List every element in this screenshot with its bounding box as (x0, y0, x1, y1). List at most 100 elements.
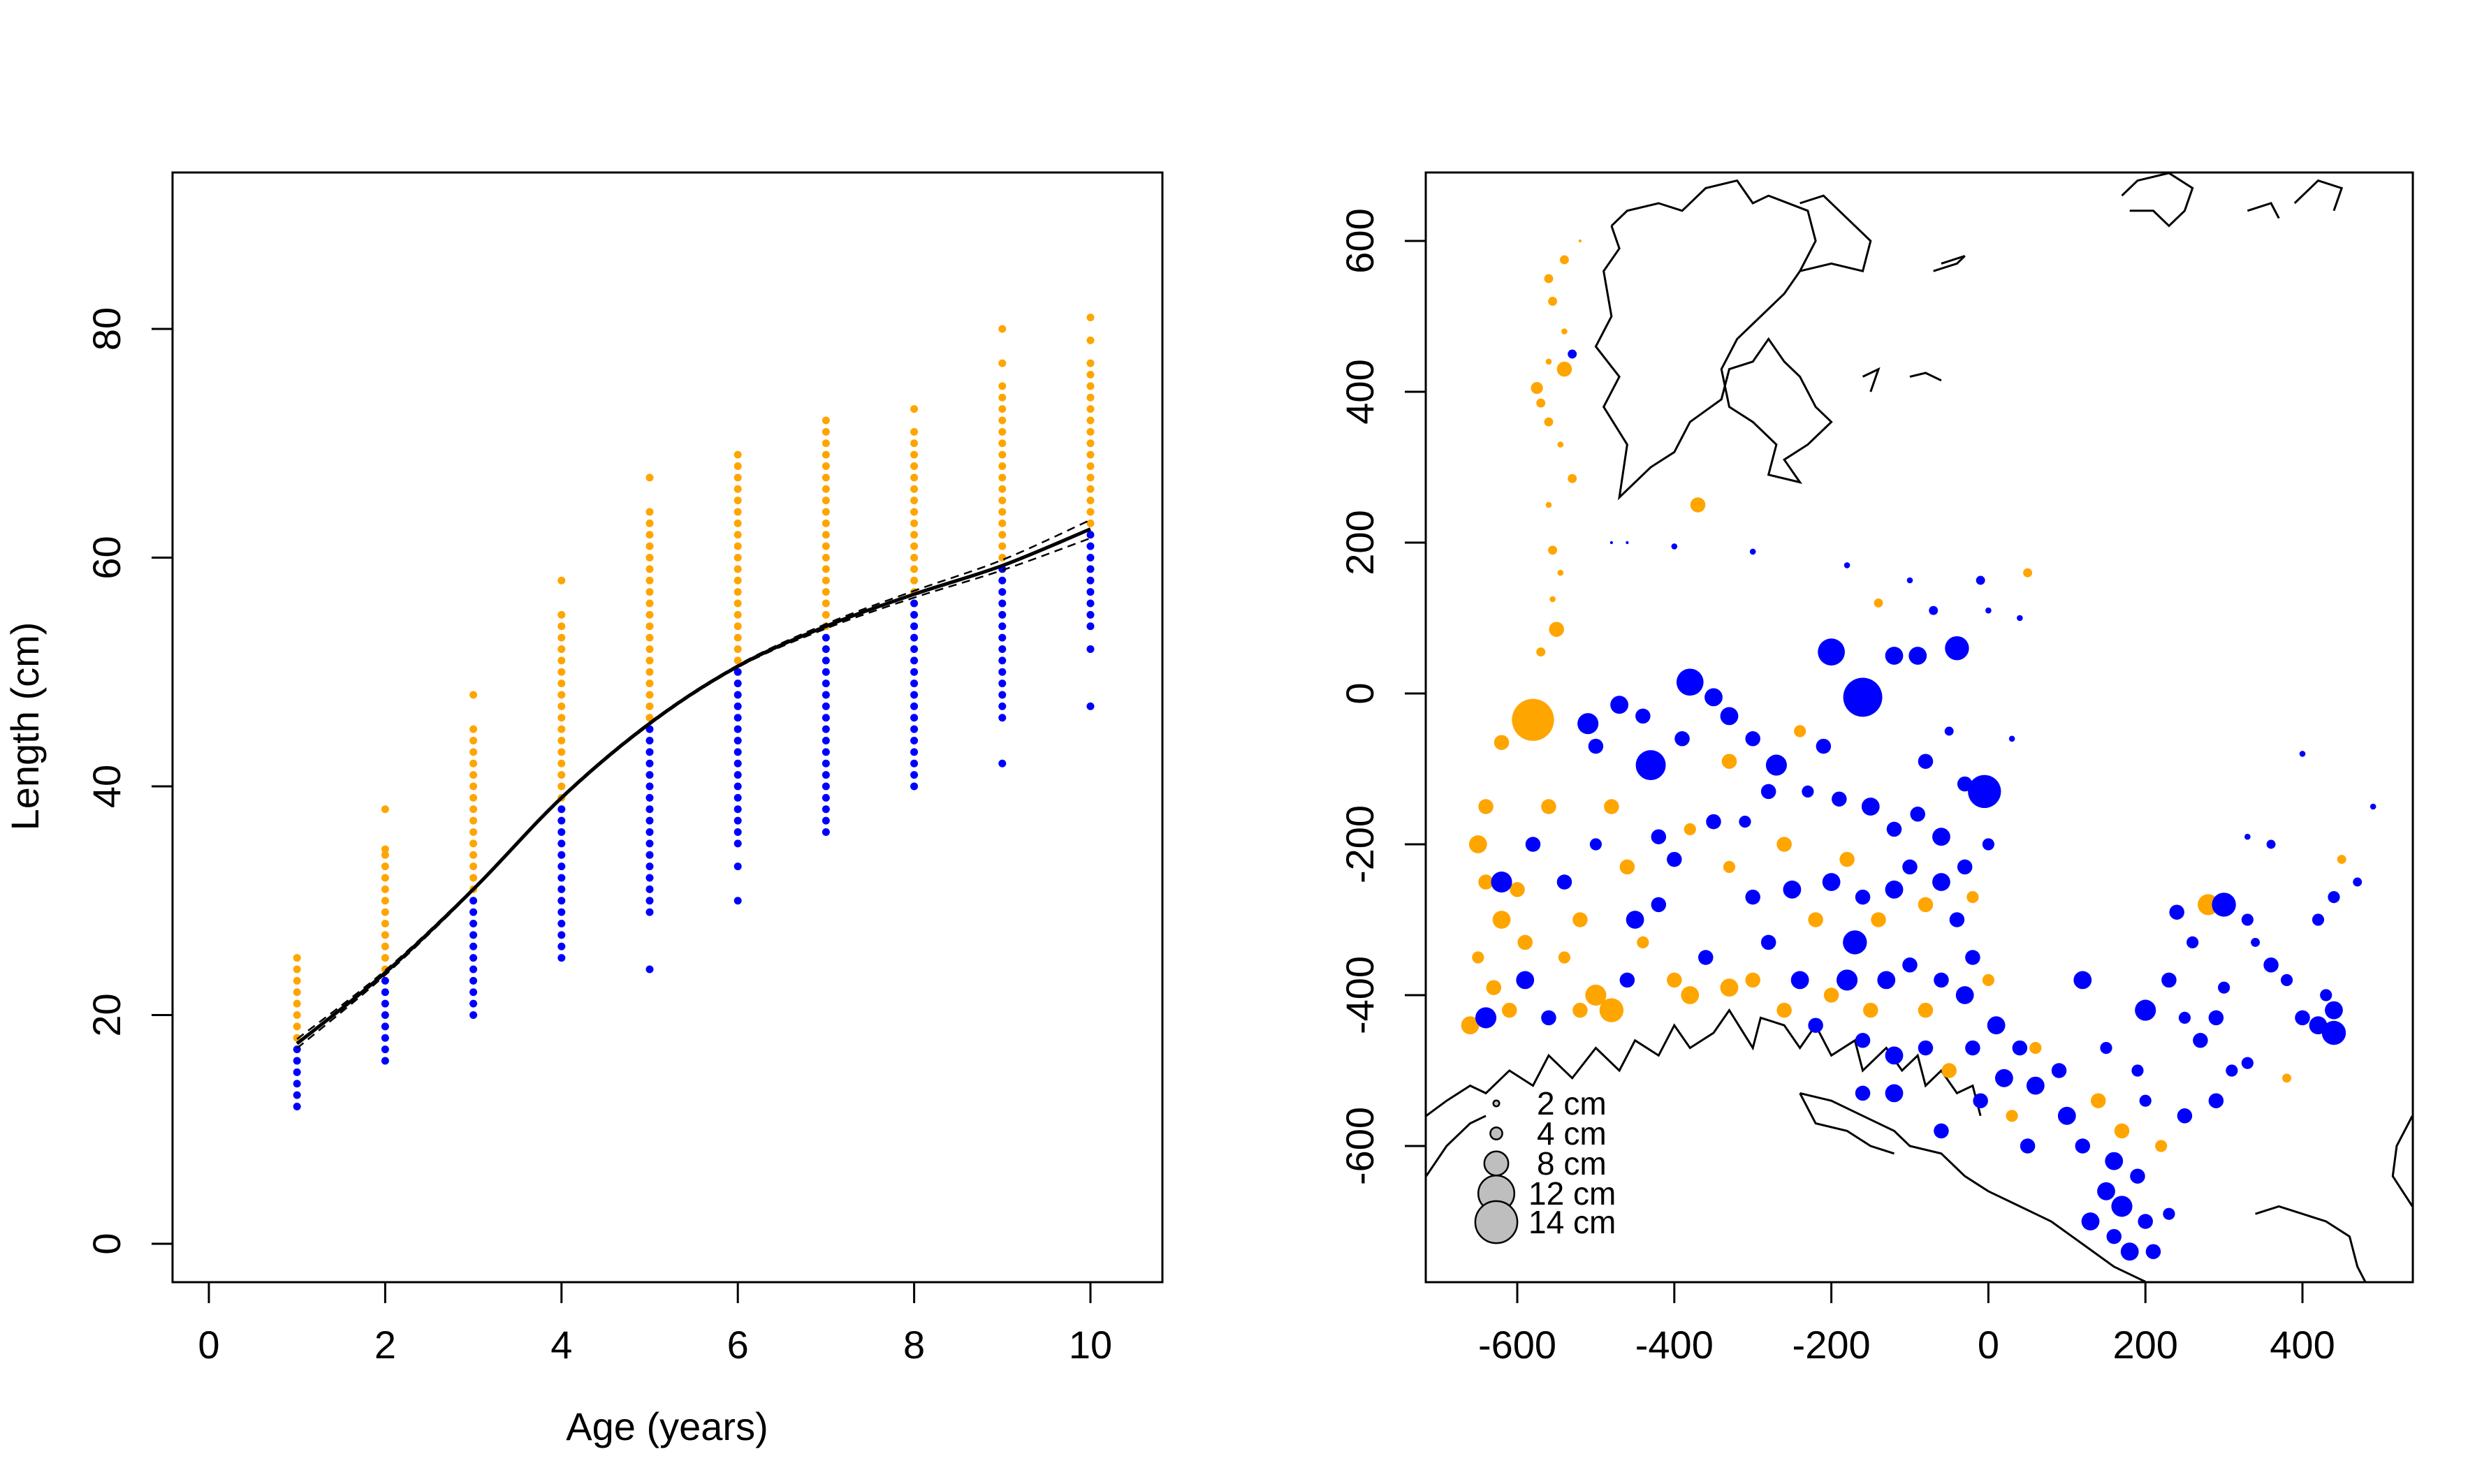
data-point-orange (910, 485, 919, 493)
y-tick-label: 20 (85, 993, 129, 1036)
bubble-orange (1468, 835, 1487, 853)
bubble-orange (1559, 255, 1569, 265)
data-point-orange (998, 508, 1007, 516)
data-point-orange (733, 633, 742, 642)
bubble-blue (2073, 971, 2092, 990)
data-point-orange (469, 828, 478, 836)
y-tick-label: 600 (1338, 208, 1382, 273)
bubble-blue (1985, 607, 1992, 614)
bubble-orange (1545, 501, 1552, 508)
data-point-orange (910, 576, 919, 585)
data-point-blue (822, 759, 830, 767)
bubble-blue (1720, 707, 1739, 726)
bubble-blue (2218, 981, 2231, 994)
data-point-orange (557, 748, 566, 756)
data-point-blue (645, 828, 654, 836)
data-point-orange (733, 656, 742, 665)
data-point-blue (998, 588, 1007, 596)
bubble-blue (1609, 541, 1614, 545)
bubble-blue (1932, 828, 1950, 846)
data-point-blue (733, 839, 742, 848)
bubble-blue (1706, 814, 1721, 830)
bubble-blue (2263, 957, 2279, 973)
data-point-orange (998, 542, 1007, 550)
data-point-blue (822, 714, 830, 722)
data-point-blue (645, 793, 654, 802)
data-point-orange (381, 942, 389, 950)
data-point-orange (557, 737, 566, 744)
data-point-orange (557, 714, 566, 722)
bubble-orange (2155, 1140, 2168, 1152)
coastline (1799, 194, 1872, 273)
data-point-orange (381, 897, 389, 905)
data-point-orange (469, 759, 478, 767)
data-point-orange (910, 519, 919, 527)
data-point-blue (1086, 565, 1095, 573)
x-tick-label: -200 (1793, 1323, 1871, 1367)
bubble-blue (1949, 912, 1965, 927)
data-point-orange (1086, 462, 1095, 470)
data-point-orange (733, 519, 742, 527)
legend-label: 2 cm (1537, 1085, 1607, 1122)
data-point-orange (733, 542, 742, 550)
data-point-orange (733, 554, 742, 561)
bubble-blue (1674, 731, 1690, 747)
data-point-blue (822, 816, 830, 825)
bubble-blue (1745, 731, 1760, 747)
y-tick-label: 200 (1338, 510, 1382, 575)
x-tick-label: 200 (2112, 1323, 2177, 1367)
bubble-blue (1802, 785, 1814, 798)
bubble-orange (1720, 978, 1739, 997)
data-point-orange (645, 576, 654, 585)
data-point-blue (910, 714, 919, 722)
data-point-blue (293, 1080, 301, 1088)
bubble-blue (1886, 821, 1902, 837)
data-point-orange (1086, 450, 1095, 459)
data-point-orange (822, 542, 830, 550)
bubble-orange (2091, 1093, 2106, 1108)
bubble-orange (1839, 851, 1855, 867)
data-point-blue (822, 828, 830, 836)
bubble-blue (2097, 1182, 2115, 1200)
bubble-orange (1558, 951, 1571, 964)
bubble-orange (1776, 837, 1792, 852)
bubble-blue (2325, 1001, 2343, 1020)
data-point-orange (910, 554, 919, 561)
data-point-blue (381, 1034, 389, 1042)
data-point-blue (469, 920, 478, 927)
data-point-blue (645, 862, 654, 871)
coastline (1594, 179, 1833, 501)
data-point-blue (293, 1103, 301, 1110)
data-point-orange (469, 793, 478, 802)
data-point-blue (381, 976, 389, 985)
coastline (2247, 202, 2280, 219)
data-point-orange (1086, 382, 1095, 390)
bubble-blue (2244, 833, 2251, 840)
bubble-blue (2321, 1020, 2346, 1045)
data-point-orange (822, 497, 830, 505)
legend-bubble (1474, 1200, 1519, 1244)
bubble-blue (2012, 1040, 2028, 1056)
bubble-blue (1861, 798, 1880, 816)
data-point-orange (1086, 336, 1095, 344)
data-point-blue (1086, 622, 1095, 631)
bubble-blue (1541, 1010, 1556, 1026)
x-tick-label: 0 (198, 1323, 219, 1367)
coastline (1909, 372, 1942, 382)
bubble-blue (1877, 971, 1896, 990)
bubble-orange (1667, 972, 1682, 988)
data-point-orange (557, 576, 566, 585)
bubble-blue (2208, 1010, 2224, 1026)
data-point-orange (645, 714, 654, 722)
bubble-blue (1671, 543, 1678, 550)
data-point-blue (910, 633, 919, 642)
bubble-orange (1478, 799, 1494, 814)
x-tick-label: 4 (550, 1323, 572, 1367)
bubble-blue (1760, 784, 1776, 800)
data-point-orange (293, 1011, 301, 1019)
data-point-blue (910, 759, 919, 767)
bubble-blue (2266, 839, 2276, 849)
bubble-orange (1871, 912, 1886, 927)
bubble-blue (2130, 1168, 2145, 1184)
data-point-blue (910, 725, 919, 733)
